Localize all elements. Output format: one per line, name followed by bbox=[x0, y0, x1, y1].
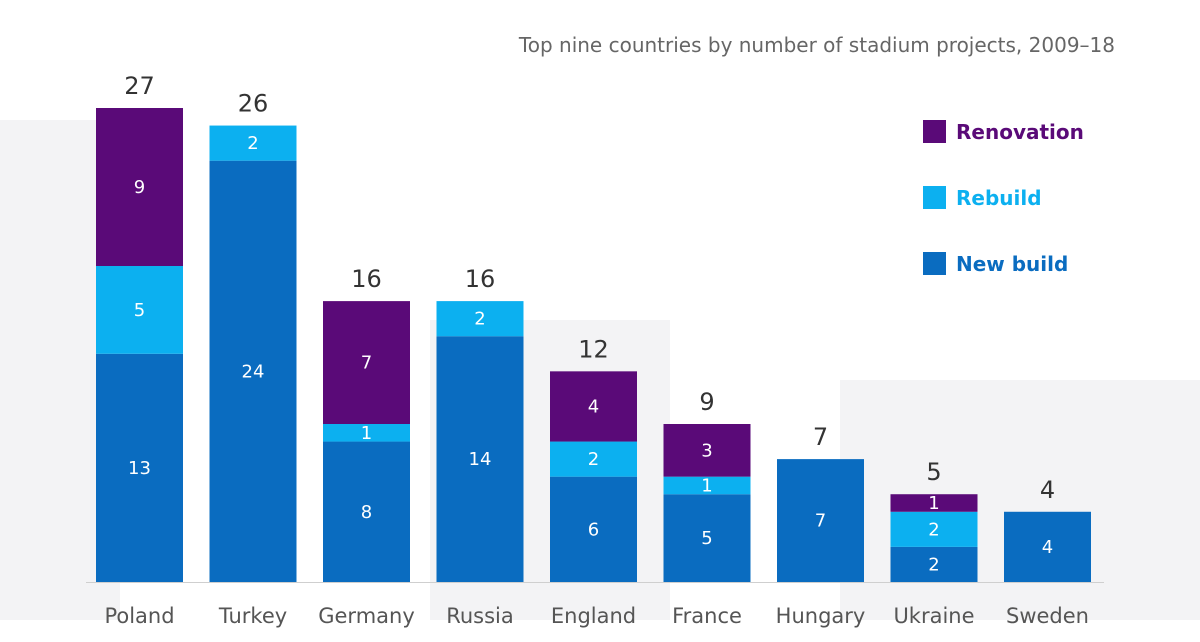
legend-swatch-rebuild bbox=[923, 186, 946, 209]
legend: Renovation Rebuild New build bbox=[923, 120, 1084, 276]
category-label: Sweden bbox=[1006, 604, 1089, 628]
chart-title: Top nine countries by number of stadium … bbox=[518, 33, 1115, 57]
bar-new-build bbox=[209, 160, 297, 582]
bar-new-build bbox=[663, 494, 751, 582]
data-label-new-build: 13 bbox=[128, 458, 151, 479]
bar-rebuild bbox=[550, 441, 637, 477]
data-label-new-build: 7 bbox=[815, 511, 826, 532]
bar-renovation bbox=[663, 424, 751, 477]
bar-rebuild bbox=[96, 266, 183, 354]
bar-new-build bbox=[1004, 511, 1091, 582]
bar-new-build bbox=[436, 336, 524, 582]
total-label: 7 bbox=[813, 423, 828, 451]
total-label: 9 bbox=[699, 388, 714, 416]
data-label-rebuild: 2 bbox=[474, 309, 485, 330]
category-label: England bbox=[551, 604, 636, 628]
bar-new-build bbox=[96, 353, 183, 582]
category-label: Turkey bbox=[218, 604, 287, 628]
data-label-new-build: 8 bbox=[361, 502, 372, 523]
category-label: Poland bbox=[104, 604, 174, 628]
bar-new-build bbox=[890, 546, 978, 582]
bar-rebuild bbox=[663, 476, 751, 495]
data-label-new-build: 6 bbox=[588, 519, 599, 540]
data-label-rebuild: 1 bbox=[361, 423, 372, 444]
legend-swatch-renovation bbox=[923, 120, 946, 143]
bars-layer bbox=[86, 108, 1104, 583]
data-label-rebuild: 2 bbox=[928, 519, 939, 540]
total-label: 27 bbox=[124, 72, 155, 100]
data-label-new-build: 24 bbox=[242, 361, 265, 382]
data-label-renovation: 4 bbox=[588, 396, 599, 417]
data-label-new-build: 2 bbox=[928, 554, 939, 575]
bar-renovation bbox=[890, 494, 978, 512]
category-label: Hungary bbox=[776, 604, 866, 628]
data-label-rebuild: 2 bbox=[247, 133, 258, 154]
data-label-rebuild: 5 bbox=[134, 300, 145, 321]
legend-label-renovation: Renovation bbox=[956, 120, 1084, 144]
data-label-new-build: 14 bbox=[469, 449, 492, 470]
data-label-new-build: 5 bbox=[701, 528, 712, 549]
bar-rebuild bbox=[323, 424, 410, 442]
bar-renovation bbox=[323, 301, 410, 424]
labels-layer: 135927Poland24226Turkey81716Germany14216… bbox=[104, 72, 1089, 628]
data-label-renovation: 7 bbox=[361, 353, 372, 374]
legend-label-rebuild: Rebuild bbox=[956, 186, 1042, 210]
category-label: Ukraine bbox=[893, 604, 974, 628]
bar-rebuild bbox=[436, 301, 524, 337]
bar-new-build bbox=[777, 459, 864, 582]
bar-new-build bbox=[550, 476, 637, 582]
bar-new-build bbox=[323, 441, 410, 582]
total-label: 5 bbox=[926, 458, 941, 486]
data-label-new-build: 4 bbox=[1042, 537, 1053, 558]
bar-rebuild bbox=[890, 511, 978, 547]
bar-renovation bbox=[550, 371, 637, 442]
data-label-rebuild: 2 bbox=[588, 449, 599, 470]
data-label-renovation: 1 bbox=[928, 493, 939, 514]
legend-swatch-new-build bbox=[923, 252, 946, 275]
total-label: 16 bbox=[351, 265, 382, 293]
data-label-renovation: 3 bbox=[701, 440, 712, 461]
total-label: 26 bbox=[238, 90, 269, 118]
data-label-rebuild: 1 bbox=[701, 475, 712, 496]
total-label: 12 bbox=[578, 335, 609, 363]
category-label: France bbox=[672, 604, 742, 628]
bar-rebuild bbox=[209, 125, 297, 161]
total-label: 4 bbox=[1040, 476, 1055, 504]
total-label: 16 bbox=[465, 265, 496, 293]
bar-renovation bbox=[96, 108, 183, 266]
category-label: Germany bbox=[318, 604, 415, 628]
category-label: Russia bbox=[446, 604, 514, 628]
data-label-renovation: 9 bbox=[134, 177, 145, 198]
legend-label-new-build: New build bbox=[956, 252, 1068, 276]
